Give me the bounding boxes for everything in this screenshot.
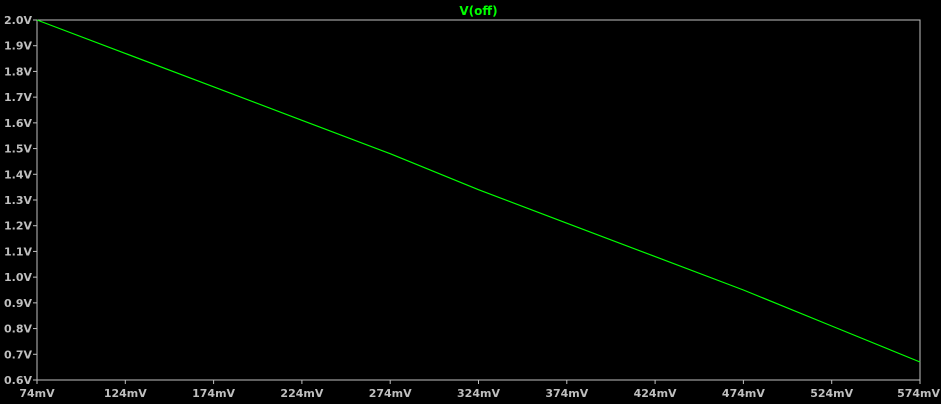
- y-tick-label: 1.4V: [4, 168, 32, 181]
- x-tick-label: 424mV: [634, 387, 677, 400]
- y-tick-label: 1.7V: [4, 91, 32, 104]
- x-tick-label: 174mV: [192, 387, 235, 400]
- y-axis: 0.6V 0.7V 0.8V 0.9V 1.0V 1.1V 1.2V 1.3V 1.4V 1.5V…: [4, 14, 37, 387]
- x-tick-label: 374mV: [545, 387, 588, 400]
- trace-layer: [36, 19, 921, 363]
- plot-frame: [36, 19, 921, 381]
- x-tick-label: 224mV: [280, 387, 323, 400]
- y-tick-label: 0.8V: [4, 323, 32, 336]
- trace-title-layer: V(off): [459, 4, 497, 18]
- x-tick-label: 274mV: [369, 387, 412, 400]
- trace-title[interactable]: V(off): [459, 4, 497, 18]
- y-tick-label: 2.0V: [4, 14, 32, 27]
- y-tick-label: 1.6V: [4, 117, 32, 130]
- x-tick-label: 74mV: [19, 387, 55, 400]
- x-tick-label: 124mV: [104, 387, 147, 400]
- trace-line-0[interactable]: [36, 19, 921, 363]
- y-tick-label: 1.9V: [4, 40, 32, 53]
- x-tick-label: 574mV: [897, 387, 940, 400]
- x-axis: 74mV 124mV 174mV 224mV 274mV 324mV 374mV 424mV 4…: [19, 380, 940, 400]
- plot-border: [36, 19, 921, 381]
- x-tick-label: 524mV: [810, 387, 853, 400]
- x-tick-label: 324mV: [457, 387, 500, 400]
- y-tick-label: 1.3V: [4, 194, 32, 207]
- y-tick-label: 1.0V: [4, 271, 32, 284]
- y-tick-label: 1.1V: [4, 245, 32, 258]
- y-tick-label: 1.5V: [4, 143, 32, 156]
- x-tick-label: 474mV: [722, 387, 765, 400]
- y-tick-label: 1.2V: [4, 220, 32, 233]
- y-tick-label: 0.7V: [4, 348, 32, 361]
- y-tick-label: 0.9V: [4, 297, 32, 310]
- y-tick-label: 1.8V: [4, 65, 32, 78]
- y-tick-label: 0.6V: [4, 374, 32, 387]
